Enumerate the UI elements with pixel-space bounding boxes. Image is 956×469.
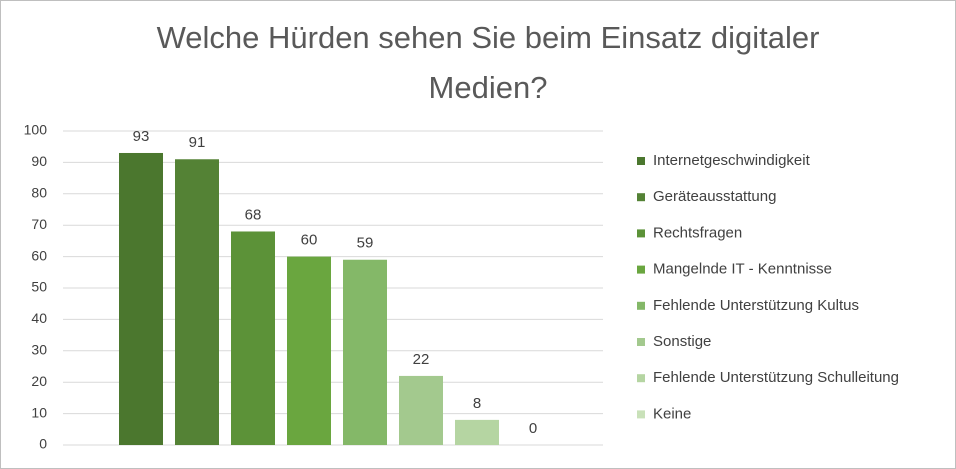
legend-swatch bbox=[637, 338, 645, 346]
y-tick-label: 20 bbox=[31, 373, 47, 389]
y-tick-label: 30 bbox=[31, 342, 47, 358]
legend-swatch bbox=[637, 193, 645, 202]
bar bbox=[119, 152, 163, 446]
y-tick-label: 10 bbox=[31, 404, 47, 420]
data-label: 93 bbox=[133, 128, 150, 145]
bar bbox=[343, 259, 387, 445]
legend-swatch bbox=[637, 374, 645, 383]
y-tick-label: 90 bbox=[31, 153, 47, 169]
y-tick-label: 0 bbox=[39, 436, 47, 452]
bar bbox=[455, 419, 499, 445]
y-tick-label: 60 bbox=[31, 247, 47, 263]
y-tick-label: 80 bbox=[31, 185, 47, 201]
y-tick-label: 40 bbox=[31, 310, 47, 326]
bar bbox=[399, 375, 443, 445]
legend-swatch bbox=[637, 157, 645, 165]
legend-label: Fehlende Unterstützung Kultus bbox=[653, 297, 859, 314]
data-label: 91 bbox=[189, 134, 206, 151]
data-label: 59 bbox=[357, 235, 374, 252]
data-label: 68 bbox=[245, 206, 262, 223]
data-label: 22 bbox=[413, 351, 430, 368]
legend-label: Keine bbox=[653, 405, 691, 422]
bar bbox=[231, 231, 275, 445]
legend-label: Mangelnde IT - Kenntnisse bbox=[653, 261, 832, 278]
legend-swatch bbox=[637, 265, 645, 274]
legend-label: Internetgeschwindigkeit bbox=[653, 152, 811, 169]
y-tick-label: 100 bbox=[24, 122, 48, 138]
data-label: 60 bbox=[301, 232, 318, 249]
legend-swatch bbox=[637, 410, 645, 419]
chart-title: Welche Hürden sehen Sie beim Einsatz dig… bbox=[156, 20, 820, 105]
legend-label: Fehlende Unterstützung Schulleitung bbox=[653, 369, 899, 386]
data-label: 0 bbox=[529, 420, 537, 437]
y-tick-label: 50 bbox=[31, 279, 47, 295]
bar bbox=[175, 159, 219, 445]
legend-swatch bbox=[637, 301, 645, 310]
legend-swatch bbox=[637, 229, 645, 238]
legend-label: Sonstige bbox=[653, 333, 711, 350]
y-tick-label: 70 bbox=[31, 216, 47, 232]
bar bbox=[287, 256, 331, 445]
legend-label: Geräteausstattung bbox=[653, 188, 776, 205]
legend-label: Rechtsfragen bbox=[653, 224, 742, 241]
data-label: 8 bbox=[473, 395, 481, 412]
